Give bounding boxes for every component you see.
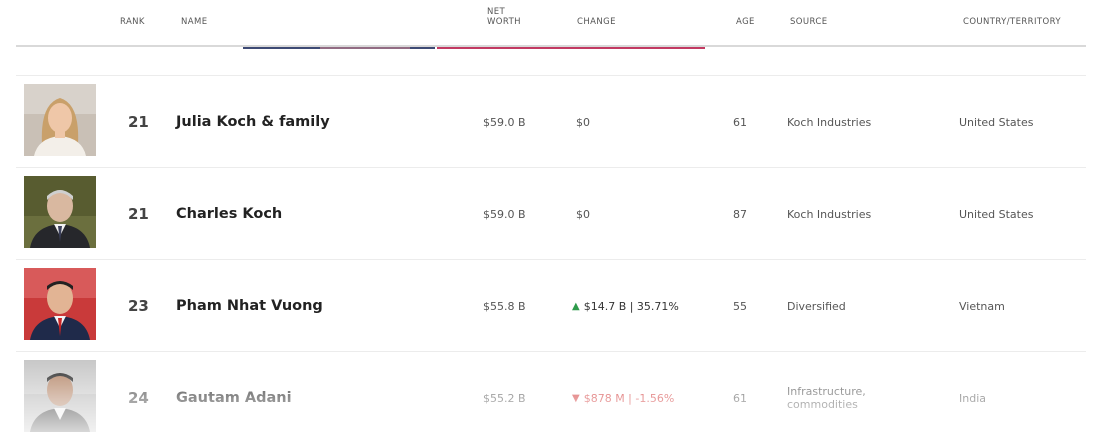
arrow-down-icon: ▼ [572,392,580,404]
net-worth-value: $55.8 B [483,299,526,313]
col-country-header[interactable]: COUNTRY/TERRITORY [963,17,1061,27]
source-value: Koch Industries [787,115,872,129]
avatar[interactable] [24,84,96,156]
avatar[interactable] [24,176,96,248]
change-value: ▲ $14.7 B | 35.71% [572,260,679,352]
source-value: Infrastructure, commodities [787,352,866,444]
net-worth-value: $59.0 B [483,207,526,221]
banner-strip-overlay [320,47,410,49]
col-name-header[interactable]: NAME [181,17,208,27]
age-value: 87 [733,207,747,221]
age-value: 61 [733,115,747,129]
country-value: Vietnam [959,299,1005,313]
person-name[interactable]: Pham Nhat Vuong [176,298,323,314]
net-worth-value: $59.0 B [483,115,526,129]
col-age-header[interactable]: AGE [736,17,755,27]
change-value: $0 [576,115,590,129]
header-divider [16,45,1086,47]
col-source-header[interactable]: SOURCE [790,17,828,27]
source-value: Diversified [787,299,846,313]
person-name[interactable]: Julia Koch & family [176,114,330,130]
col-networth-header-line1[interactable]: NET [487,7,506,17]
person-name[interactable]: Charles Koch [176,206,283,222]
age-value: 61 [733,391,747,405]
rank-value: 21 [128,113,149,131]
age-value: 55 [733,299,747,313]
change-value: $0 [576,207,590,221]
rank-value: 23 [128,297,149,315]
col-rank-header[interactable]: RANK [120,17,145,27]
change-amount: $878 M | -1.56% [583,391,675,405]
arrow-up-icon: ▲ [572,300,580,312]
table-row[interactable]: 24 Gautam Adani $55.2 B ▼ $878 M | -1.56… [16,351,1086,443]
source-line-2: commodities [787,398,858,411]
change-amount: $14.7 B | 35.71% [583,299,679,313]
table-row[interactable]: 21 Julia Koch & family $59.0 B $0 61 Koc… [16,75,1086,167]
net-worth-value: $55.2 B [483,391,526,405]
change-value: ▼ $878 M | -1.56% [572,352,674,444]
table-header: RANK NAME NET WORTH CHANGE AGE SOURCE CO… [0,0,1100,48]
country-value: United States [959,207,1034,221]
table-row[interactable]: 23 Pham Nhat Vuong $55.8 B ▲ $14.7 B | 3… [16,259,1086,351]
avatar[interactable] [24,268,96,340]
person-name[interactable]: Gautam Adani [176,390,292,406]
col-networth-header-line2[interactable]: WORTH [487,17,521,27]
rank-value: 24 [128,389,149,407]
country-value: India [959,391,986,405]
avatar[interactable] [24,360,96,432]
source-line-1: Infrastructure, [787,385,866,398]
country-value: United States [959,115,1034,129]
rank-value: 21 [128,205,149,223]
source-value: Koch Industries [787,207,872,221]
table-row[interactable]: 21 Charles Koch $59.0 B $0 87 Koch Indus… [16,167,1086,259]
col-change-header[interactable]: CHANGE [577,17,616,27]
banner-strip-right [437,47,705,49]
